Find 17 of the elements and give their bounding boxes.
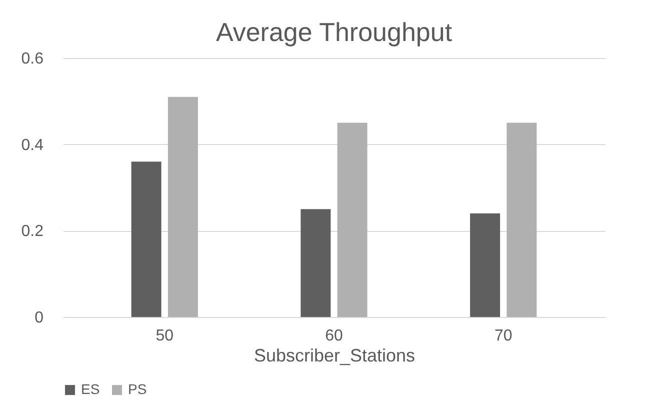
y-tick-label: 0 <box>34 310 44 326</box>
bar <box>131 162 162 317</box>
y-tick-label: 0.6 <box>21 50 44 68</box>
x-tick-label: 50 <box>156 328 174 344</box>
y-tick-label: 0.2 <box>21 223 44 240</box>
x-tick-label: 70 <box>494 328 512 344</box>
bar <box>470 213 500 317</box>
legend-label: PS <box>128 381 147 397</box>
chart-title: Average Throughput <box>216 17 453 47</box>
x-tick-label: 60 <box>325 328 343 344</box>
bar <box>506 122 537 317</box>
legend-label: ES <box>81 381 100 397</box>
bar <box>337 122 368 317</box>
bar <box>168 96 198 317</box>
bar <box>300 209 331 317</box>
y-tick-label: 0.4 <box>21 136 44 154</box>
x-axis-title: Subscriber_Stations <box>254 346 416 366</box>
